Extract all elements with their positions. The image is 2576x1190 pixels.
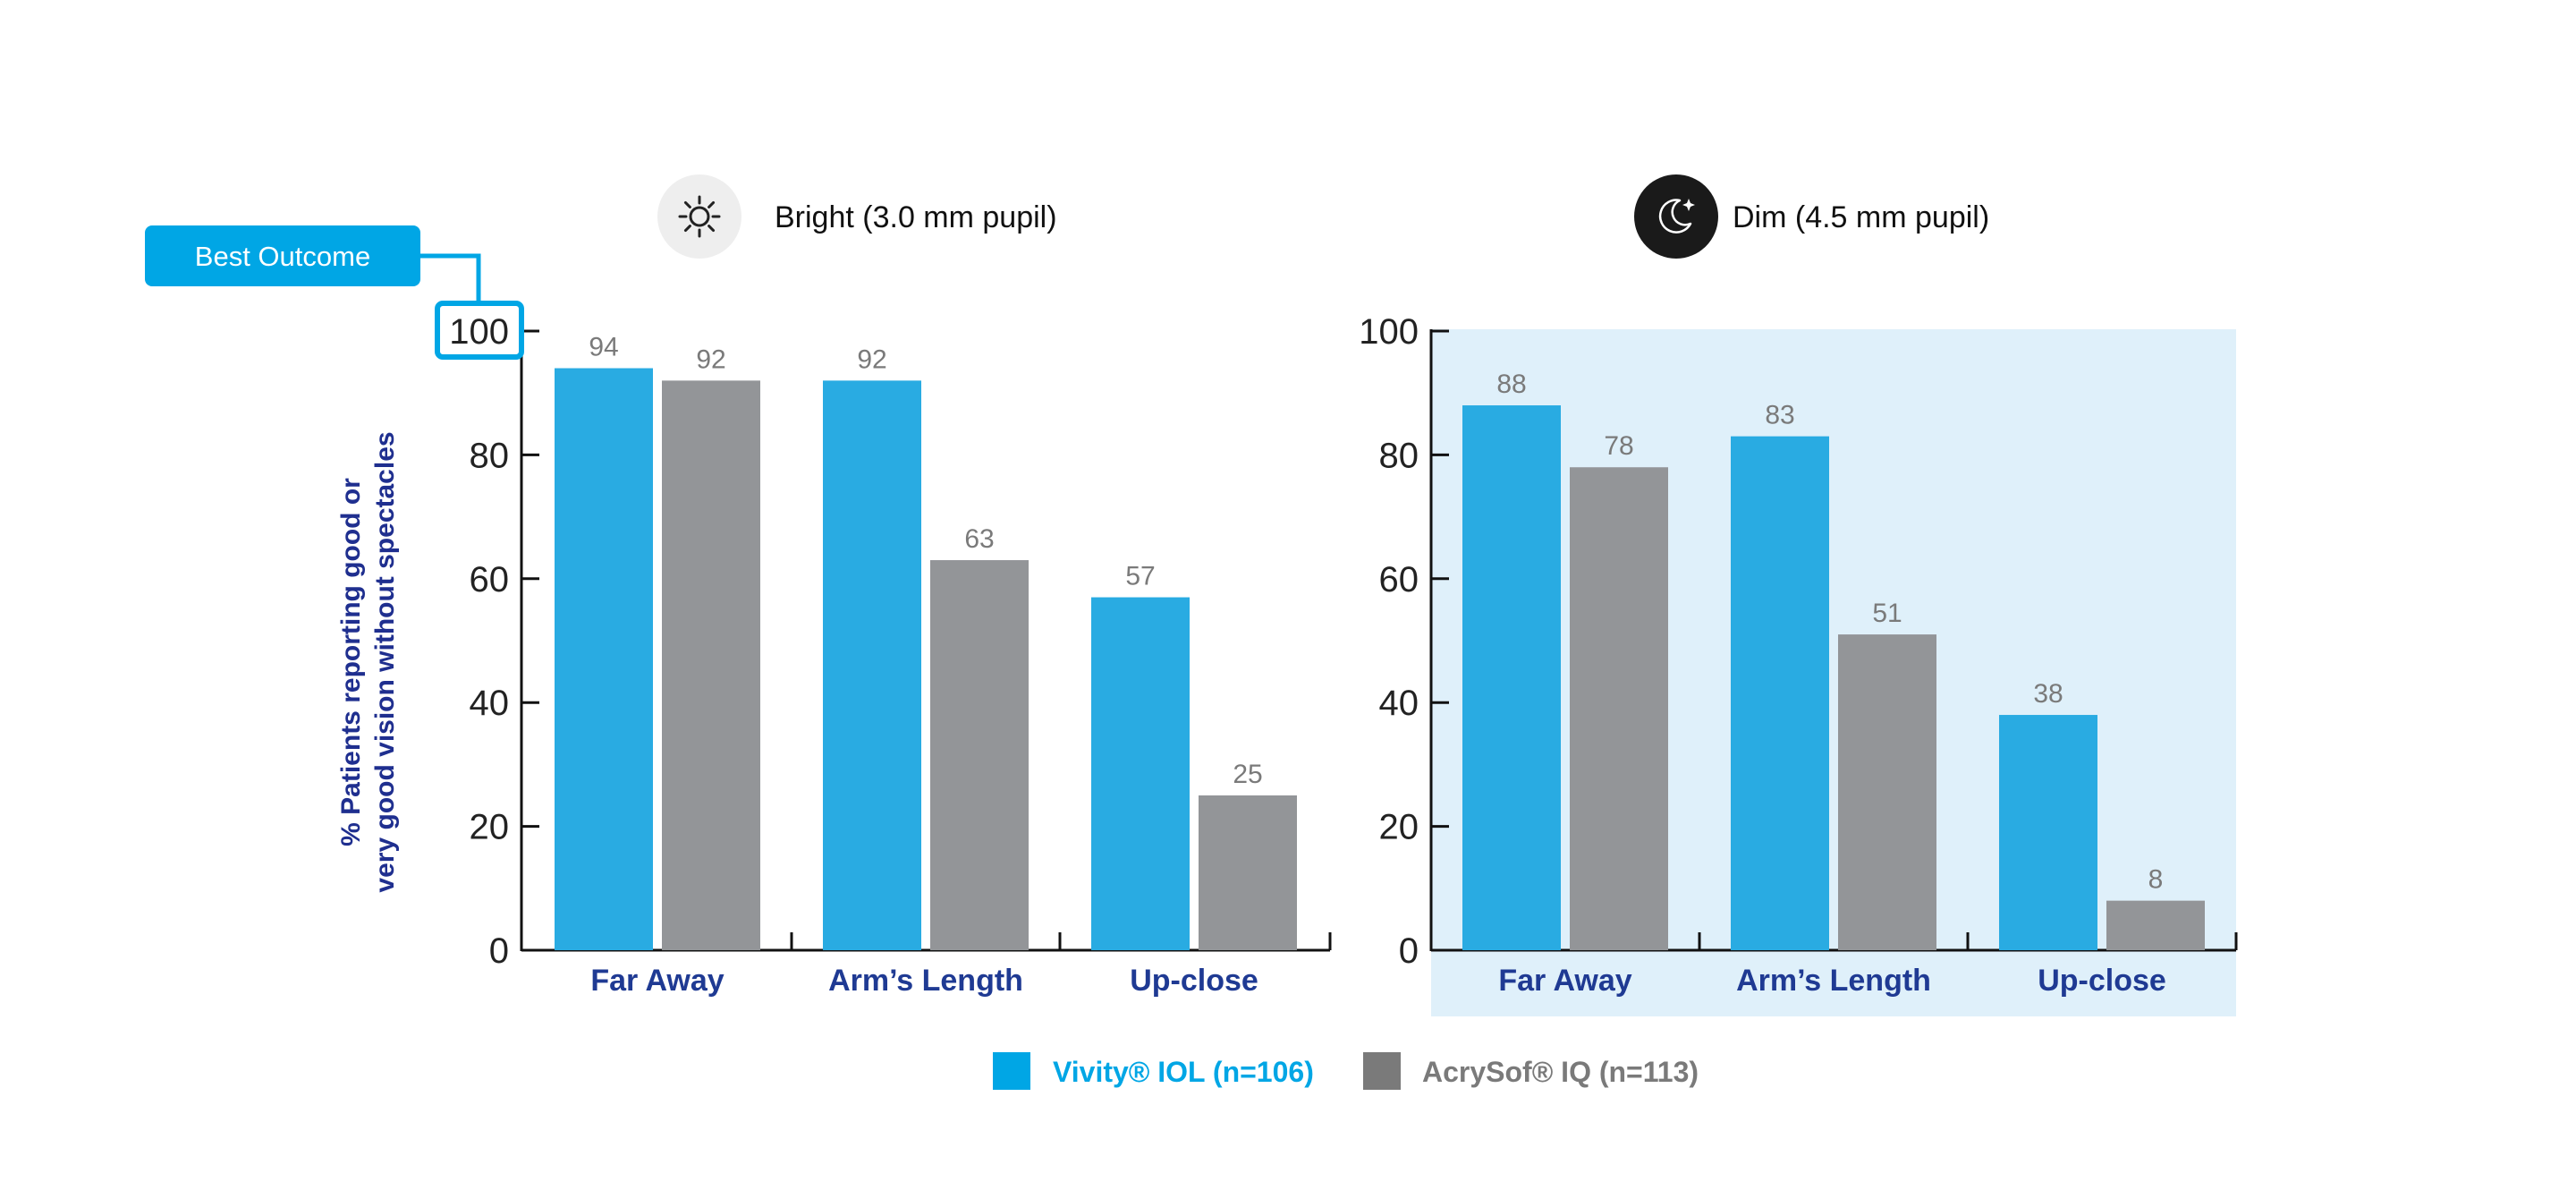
bar-value-label: 83 [1765,401,1794,430]
bar-value-label: 88 [1496,370,1526,399]
y-tick-label: 80 [1379,436,1419,475]
moon-icon-circle [1634,174,1718,259]
bar-value-label: 25 [1233,760,1262,789]
bar-value-label: 92 [857,344,886,374]
bar [1570,467,1668,950]
bar [1091,597,1190,950]
star-icon [1682,199,1695,211]
bar [555,368,653,950]
y-tick-label: 100 [449,312,509,352]
category-label: Far Away [590,964,724,998]
y-tick-label: 0 [489,931,509,971]
best-outcome-label: Best Outcome [195,241,370,272]
category-label: Arm’s Length [1736,964,1931,998]
category-label: Far Away [1498,964,1631,998]
bar-value-label: 51 [1872,599,1902,628]
bar [1838,634,1936,950]
bar-value-label: 8 [2148,865,2164,895]
category-label: Up-close [1130,964,1258,998]
callout-highlight-box [435,301,524,360]
bar-value-label: 92 [696,344,725,374]
bar-value-label: 63 [964,524,994,554]
y-tick-label: 100 [1359,312,1419,352]
best-outcome-callout [145,225,420,286]
legend-swatch-vivity [993,1052,1030,1090]
bar [930,560,1029,950]
y-tick-label: 60 [470,560,510,599]
bar [1199,795,1297,950]
bar-value-label: 38 [2033,679,2063,709]
y-tick-label: 20 [470,808,510,847]
dim-panel-background [1431,329,2236,1016]
callout-connector [420,253,481,302]
legend-swatch-acrysof [1363,1052,1401,1090]
bar [2106,900,2205,950]
moon-icon [1658,199,1692,234]
y-axis-title-line-1: % Patients reporting good or [336,478,366,846]
bar [823,380,921,950]
y-tick-label: 20 [1379,808,1419,847]
sun-icon [678,195,721,238]
panel-title: Dim (4.5 mm pupil) [1733,200,1989,234]
legend-label-acrysof: AcrySof® IQ (n=113) [1422,1056,1699,1088]
bar-value-label: 94 [589,333,618,362]
category-label: Arm’s Length [828,964,1023,998]
legend-label-vivity: Vivity® IOL (n=106) [1053,1056,1314,1088]
y-tick-label: 60 [1379,560,1419,599]
panel-title: Bright (3.0 mm pupil) [775,200,1057,234]
y-tick-label: 40 [470,684,510,723]
y-tick-label: 0 [1399,931,1419,971]
y-tick-label: 80 [470,436,510,475]
bar [1999,715,2097,950]
category-label: Up-close [2038,964,2166,998]
y-tick-label: 40 [1379,684,1419,723]
bar [1731,436,1829,950]
sun-icon-circle [657,174,741,259]
bar [662,380,760,950]
bar-value-label: 78 [1604,431,1633,461]
y-axis-title-line-2: very good vision without spectacles [370,431,400,892]
bar-value-label: 57 [1125,562,1155,591]
bar [1462,405,1561,950]
